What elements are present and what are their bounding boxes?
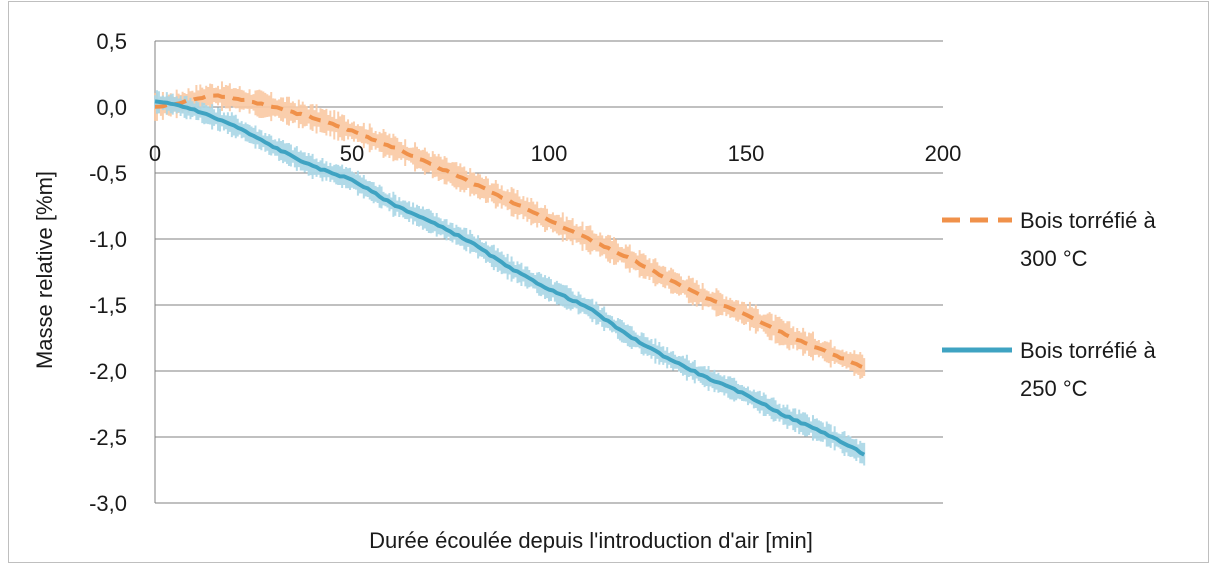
y-tick-label-4: -1,5 <box>89 293 127 318</box>
line-series-1 <box>154 99 866 457</box>
x-tick-label-3: 150 <box>728 141 765 166</box>
legend: Bois torréfié à 300 °C Bois torréfié à 2… <box>942 208 1156 401</box>
x-tick-labels: 0 50 100 150 200 <box>149 141 961 166</box>
legend-label-250-line2: 250 °C <box>1020 376 1088 401</box>
legend-label-300-line1: Bois torréfié à <box>1020 208 1156 233</box>
x-tick-label-1: 50 <box>340 141 364 166</box>
band-series-0 <box>154 81 866 379</box>
x-tick-label-0: 0 <box>149 141 161 166</box>
line-layer <box>154 93 866 457</box>
y-tick-labels: 0,5 0,0 -0,5 -1,0 -1,5 -2,0 -2,5 -3,0 <box>89 29 127 516</box>
legend-label-300-line2: 300 °C <box>1020 246 1088 271</box>
legend-item-250: Bois torréfié à 250 °C <box>942 338 1156 401</box>
legend-label-250-line1: Bois torréfié à <box>1020 338 1156 363</box>
y-tick-label-6: -2,5 <box>89 425 127 450</box>
y-tick-label-5: -2,0 <box>89 359 127 384</box>
x-tick-label-2: 100 <box>531 141 568 166</box>
legend-item-300: Bois torréfié à 300 °C <box>942 208 1156 271</box>
line-series-0 <box>154 93 865 370</box>
x-tick-label-4: 200 <box>925 141 962 166</box>
x-axis-title: Durée écoulée depuis l'introduction d'ai… <box>369 528 813 553</box>
y-tick-label-1: 0,0 <box>96 95 127 120</box>
y-axis-title: Masse relative [%m] <box>32 171 57 369</box>
y-tick-label-7: -3,0 <box>89 491 127 516</box>
y-tick-label-3: -1,0 <box>89 227 127 252</box>
y-tick-label-2: -0,5 <box>89 161 127 186</box>
y-tick-label-0: 0,5 <box>96 29 127 54</box>
